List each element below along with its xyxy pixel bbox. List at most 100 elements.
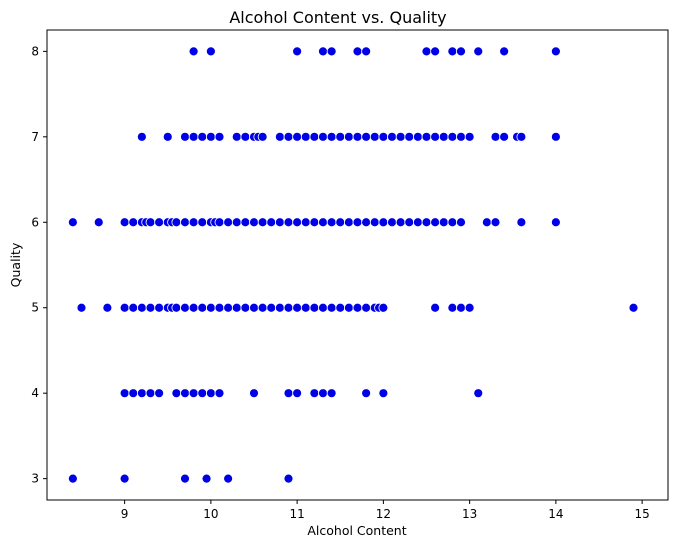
data-point [628, 302, 639, 313]
data-point [249, 217, 259, 228]
y-tick-label: 3 [31, 472, 39, 486]
data-point [421, 46, 432, 57]
data-point [490, 131, 501, 142]
data-point [240, 131, 251, 142]
data-point [283, 302, 294, 313]
data-point [136, 131, 147, 142]
data-point [154, 217, 165, 228]
data-point [326, 217, 337, 228]
y-tick-label: 6 [31, 215, 39, 229]
data-point [257, 302, 268, 313]
data-point [136, 388, 147, 399]
data-point [352, 302, 363, 313]
data-point [214, 217, 225, 228]
data-point [343, 217, 354, 228]
data-point [205, 302, 216, 313]
data-point [180, 473, 190, 484]
data-point [136, 302, 147, 313]
data-point [309, 217, 320, 228]
data-point [128, 388, 139, 399]
data-point [456, 46, 466, 57]
y-axis: 3 4 5 6 7 8 [31, 44, 47, 486]
data-point [387, 217, 397, 228]
data-point [326, 388, 337, 399]
data-point [464, 302, 475, 313]
data-point [395, 217, 406, 228]
data-point [188, 217, 199, 228]
data-point [292, 302, 303, 313]
data-point [404, 217, 415, 228]
data-point [197, 217, 208, 228]
y-tick-label: 4 [31, 386, 39, 400]
data-point [516, 217, 527, 228]
data-point [326, 46, 337, 57]
data-point [318, 131, 328, 142]
plot-area-frame [46, 29, 669, 501]
data-point [300, 217, 311, 228]
data-point [180, 302, 190, 313]
data-point [292, 131, 303, 142]
data-point [412, 131, 423, 142]
data-point [335, 302, 346, 313]
data-point [145, 388, 156, 399]
data-point [67, 473, 78, 484]
data-point [274, 302, 285, 313]
data-point [378, 302, 389, 313]
data-point [128, 302, 139, 313]
data-point [283, 473, 294, 484]
data-point [283, 217, 294, 228]
data-point [197, 388, 208, 399]
data-point [309, 388, 320, 399]
data-point [335, 131, 346, 142]
data-point [180, 388, 190, 399]
data-point [188, 46, 199, 57]
data-point [516, 131, 527, 142]
data-point [318, 217, 328, 228]
data-point [343, 302, 354, 313]
data-point [473, 388, 484, 399]
y-axis-label: Quality [8, 242, 23, 287]
data-point [387, 131, 397, 142]
data-point [378, 131, 389, 142]
data-point [145, 302, 156, 313]
data-point [318, 46, 328, 57]
data-point [318, 388, 328, 399]
data-point [171, 302, 182, 313]
data-point [205, 131, 216, 142]
data-point [154, 388, 165, 399]
x-tick-label: 12 [376, 507, 391, 521]
data-point [197, 302, 208, 313]
data-point [128, 217, 139, 228]
data-point [361, 46, 372, 57]
y-tick-label: 8 [31, 44, 39, 58]
data-point [188, 388, 199, 399]
data-point [369, 131, 380, 142]
x-tick-label: 9 [121, 507, 129, 521]
data-point [180, 131, 190, 142]
data-point [67, 217, 78, 228]
data-point [456, 131, 466, 142]
data-point [188, 302, 199, 313]
y-tick-label: 7 [31, 130, 39, 144]
data-point [438, 131, 449, 142]
data-point [447, 217, 458, 228]
x-tick-label: 13 [462, 507, 477, 521]
data-point [447, 46, 458, 57]
data-point [266, 217, 277, 228]
data-point [249, 302, 259, 313]
data-point [154, 302, 165, 313]
data-point [456, 217, 466, 228]
data-point [274, 131, 285, 142]
data-point [205, 46, 216, 57]
data-point [309, 131, 320, 142]
data-point [430, 302, 441, 313]
data-point [300, 131, 311, 142]
data-point [171, 217, 182, 228]
data-point [361, 302, 372, 313]
data-point [550, 131, 561, 142]
data-point [361, 388, 372, 399]
data-point [292, 46, 303, 57]
data-point [550, 46, 561, 57]
data-point [274, 217, 285, 228]
